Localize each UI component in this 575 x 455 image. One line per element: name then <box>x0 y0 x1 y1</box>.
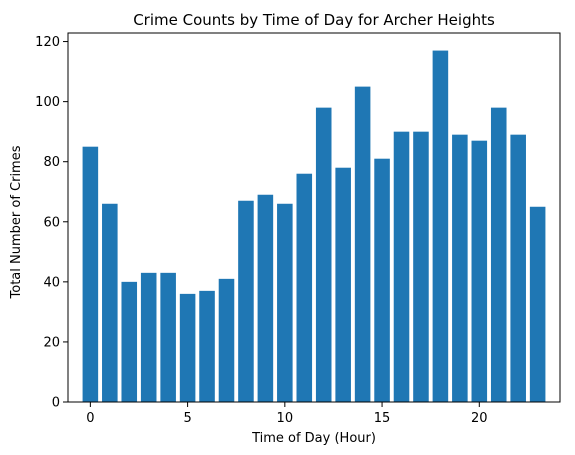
bar-hour-10 <box>277 203 293 402</box>
bar-hour-14 <box>354 86 371 403</box>
x-tick-label: 5 <box>183 411 191 426</box>
bar-hour-12 <box>315 107 332 402</box>
bar-hour-5 <box>179 293 196 402</box>
y-axis-ticks: 0 20 40 60 80 100 120 <box>35 35 68 411</box>
x-axis-ticks: 0 5 10 15 20 <box>86 402 488 426</box>
x-tick-label: 0 <box>86 411 94 426</box>
x-tick-label: 10 <box>277 411 294 426</box>
x-tick-label: 20 <box>471 411 488 426</box>
bar-hour-18 <box>432 50 449 402</box>
y-tick-label: 60 <box>43 215 60 230</box>
y-axis-label: Total Number of Crimes <box>9 145 24 299</box>
bar-hour-0 <box>82 146 99 402</box>
bar-hour-2 <box>121 281 138 402</box>
bar-hour-1 <box>102 203 118 402</box>
bars-group <box>82 50 546 403</box>
bar-hour-15 <box>374 158 390 402</box>
bar-hour-21 <box>490 107 507 402</box>
y-tick-label: 120 <box>35 35 60 50</box>
bar-hour-8 <box>238 200 254 402</box>
chart-title: Crime Counts by Time of Day for Archer H… <box>133 11 495 29</box>
bar-hour-19 <box>452 134 468 403</box>
y-tick-label: 40 <box>43 275 60 290</box>
x-axis-label: Time of Day (Hour) <box>251 431 376 446</box>
bar-hour-23 <box>529 206 546 402</box>
bar-hour-6 <box>199 290 215 402</box>
bar-hour-9 <box>257 194 274 402</box>
bar-hour-3 <box>140 272 157 402</box>
plot-frame <box>67 32 561 403</box>
bar-hour-4 <box>160 272 176 402</box>
y-tick-label: 20 <box>43 335 60 350</box>
bar-hour-20 <box>471 140 488 402</box>
y-tick-label: 80 <box>43 155 60 170</box>
y-tick-label: 100 <box>35 95 60 110</box>
y-tick-label: 0 <box>52 396 60 411</box>
bar-hour-13 <box>335 167 351 402</box>
bar-hour-22 <box>510 134 526 403</box>
bar-hour-11 <box>296 173 313 402</box>
bar-hour-7 <box>218 278 235 402</box>
bar-hour-17 <box>413 131 429 403</box>
bar-hour-16 <box>393 131 410 403</box>
x-tick-label: 15 <box>374 411 391 426</box>
